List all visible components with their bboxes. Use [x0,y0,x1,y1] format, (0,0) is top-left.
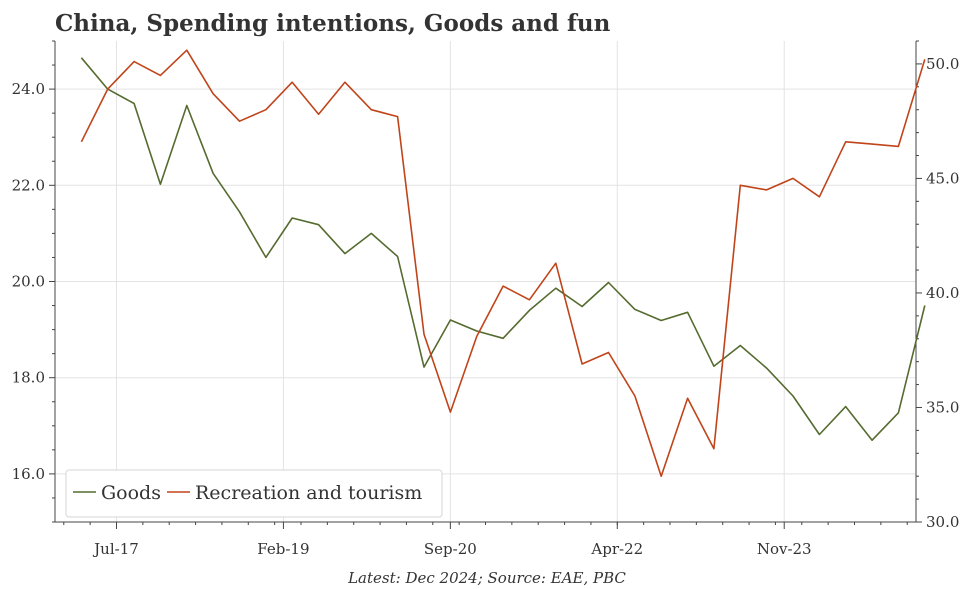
x-tick-label: Jul-17 [92,540,139,558]
legend-box [65,469,443,518]
x-tick-label: Nov-23 [757,540,812,558]
series-lines [80,49,926,478]
y-left-tick-label: 16.0 [12,465,45,483]
y-left-tick-label: 22.0 [12,176,45,194]
y-right-tick-label: 45.0 [926,169,959,187]
axes: 16.0 18.0 20.0 22.0 24.0 30.0 35.0 40.0 45.0 50.0… [12,40,959,558]
legend: Goods Recreation and tourism [65,469,443,518]
y-left-tick-label: 18.0 [12,369,45,387]
series-line-goods [80,57,926,442]
x-tick-label: Feb-19 [257,540,309,558]
legend-label-recreation: Recreation and tourism [195,482,422,504]
series-line-recreation [80,49,926,478]
y-right-tick-label: 40.0 [926,284,959,302]
legend-label-goods: Goods [101,482,161,504]
chart-title: China, Spending intentions, Goods and fu… [55,10,611,37]
y-left-tick-label: 20.0 [12,273,45,291]
grid-lines [55,41,916,522]
y-left-tick-label: 24.0 [12,80,45,98]
y-right-tick-label: 35.0 [926,398,959,416]
y-right-tick-label: 30.0 [926,513,959,531]
x-tick-label: Sep-20 [424,540,477,558]
x-tick-label: Apr-22 [590,540,643,558]
chart-footer: Latest: Dec 2024; Source: EAE, PBC [347,569,626,587]
y-right-tick-label: 50.0 [926,55,959,73]
